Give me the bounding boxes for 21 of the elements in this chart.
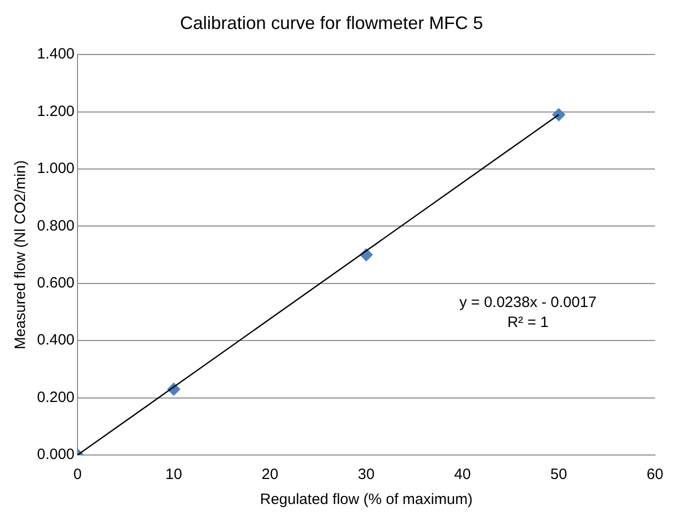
point [552,108,566,122]
x-tick-label: 40 [454,466,471,484]
y-tick-label: 0.600 [36,274,75,292]
y-tick-label: 0.200 [36,388,75,406]
annotation: y = 0.0238x - 0.0017 [459,294,597,311]
y-axis-title: Measured flow (Nl CO2/min) [12,160,30,350]
x-tick-label: 30 [358,466,375,484]
y-tick-label: 1.000 [36,160,75,178]
x-tick-label: 50 [550,466,568,484]
x-tick-label: 60 [646,466,664,484]
y-tick-label: 0.000 [36,446,75,464]
x-tick-label: 20 [262,466,278,484]
y-tick-label: 1.200 [36,102,75,120]
y-tick-label: 0.400 [36,332,75,349]
y-tick-label: 1.400 [36,46,75,63]
chart-title: Calibration curve for flowmeter MFC 5 [180,12,484,33]
x-tick-label: 0 [73,466,82,484]
annotation: R² = 1 [507,314,549,331]
x-axis-title: Regulated flow (% of maximum) [260,491,473,508]
x-tick-label: 10 [165,466,182,484]
y-tick-label: 0.800 [36,217,75,234]
